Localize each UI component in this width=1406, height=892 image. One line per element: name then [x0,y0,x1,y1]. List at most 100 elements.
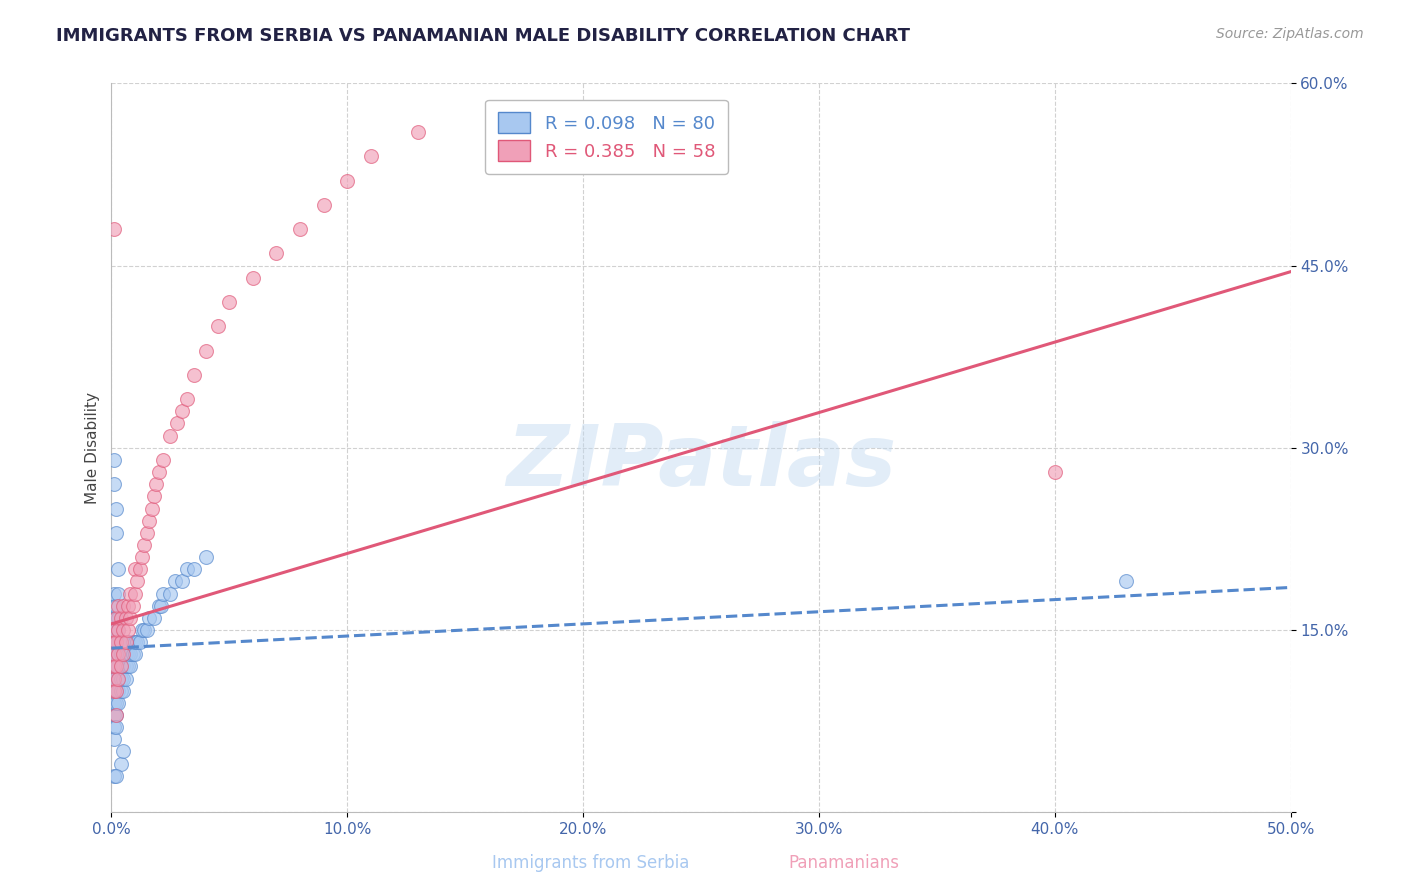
Point [172,404,194,418]
Point [105,708,128,723]
Y-axis label: Male Disability: Male Disability [86,392,100,504]
Point [138,611,160,625]
Point [120,586,142,600]
Point [105,611,128,625]
Point [107,647,129,661]
Point [105,525,128,540]
Point [194,550,217,565]
Point [103,672,125,686]
Point [107,683,129,698]
Point [105,635,128,649]
Point [105,769,128,783]
Point [110,659,132,673]
Point [194,343,217,358]
Point [103,683,125,698]
Point [114,647,136,661]
Point [103,477,125,491]
Point [110,611,132,625]
Point [103,647,125,661]
Point [107,599,129,613]
Point [165,574,187,589]
Point [107,659,129,673]
Point [105,683,128,698]
Point [107,611,129,625]
Point [121,599,143,613]
Point [131,550,153,565]
Point [112,659,135,673]
Point [110,683,132,698]
Point [336,173,359,187]
Point [127,635,149,649]
Point [152,453,174,467]
Point [124,562,146,576]
Point [172,574,194,589]
Point [131,623,153,637]
Point [105,635,128,649]
Point [112,623,135,637]
Point [141,501,163,516]
Point [114,635,136,649]
Point [159,428,181,442]
Point [105,696,128,710]
Text: Immigrants from Serbia: Immigrants from Serbia [492,855,689,872]
Point [105,672,128,686]
Point [103,586,125,600]
Point [103,222,125,236]
Point [127,574,149,589]
Point [142,611,165,625]
Point [124,586,146,600]
Legend: R = 0.098   N = 80, R = 0.385   N = 58: R = 0.098 N = 80, R = 0.385 N = 58 [485,100,728,174]
Point [135,525,157,540]
Point [107,696,129,710]
Text: IMMIGRANTS FROM SERBIA VS PANAMANIAN MALE DISABILITY CORRELATION CHART: IMMIGRANTS FROM SERBIA VS PANAMANIAN MAL… [56,27,910,45]
Point [103,696,125,710]
Point [117,647,139,661]
Point [406,125,429,139]
Point [107,635,129,649]
Point [107,623,129,637]
Point [105,659,128,673]
Point [124,635,146,649]
Point [103,453,125,467]
Text: ZIPatlas: ZIPatlas [506,421,896,504]
Point [117,635,139,649]
Point [105,599,128,613]
Point [107,562,129,576]
Point [107,586,129,600]
Point [105,708,128,723]
Point [312,198,335,212]
Text: Source: ZipAtlas.com: Source: ZipAtlas.com [1216,27,1364,41]
Point [114,672,136,686]
Point [110,672,132,686]
Point [128,635,150,649]
Point [107,647,129,661]
Point [103,635,125,649]
Point [105,501,128,516]
Point [360,149,382,163]
Point [112,647,135,661]
Point [120,611,142,625]
Point [159,586,181,600]
Point [148,599,170,613]
Point [120,647,142,661]
Point [207,319,229,334]
Point [112,683,135,698]
Point [103,769,125,783]
Point [138,514,160,528]
Point [103,708,125,723]
Point [105,623,128,637]
Point [110,756,132,771]
Point [117,623,139,637]
Point [166,417,188,431]
Point [103,623,125,637]
Point [142,489,165,503]
Point [105,659,128,673]
Point [149,599,172,613]
Point [103,599,125,613]
Point [110,659,132,673]
Point [218,295,240,310]
Point [145,477,167,491]
Point [112,672,135,686]
Point [121,635,143,649]
Point [1043,465,1066,479]
